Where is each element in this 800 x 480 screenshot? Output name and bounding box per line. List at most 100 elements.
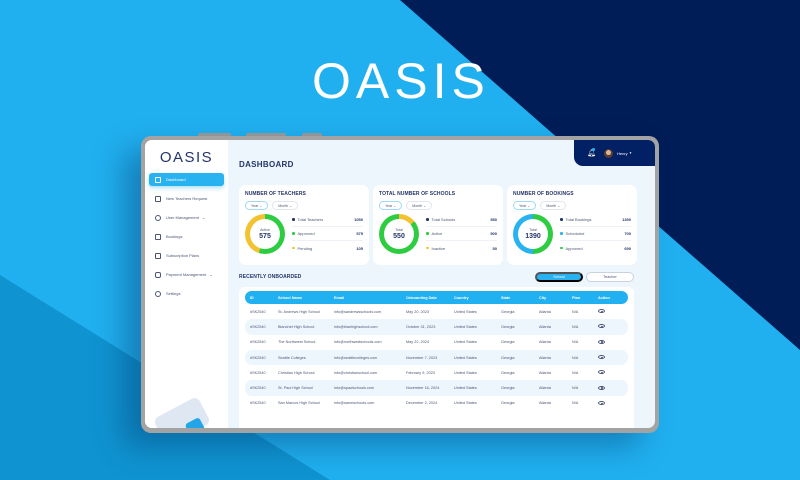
filter-year[interactable]: Year ⌄ — [513, 201, 537, 211]
cell-city: Atlanta — [539, 370, 551, 375]
table-row[interactable]: #SK2540 St. Paul High School info@spauls… — [245, 380, 628, 396]
clipboard-icon — [155, 195, 161, 202]
device-button — [302, 133, 322, 138]
filter-month[interactable]: Month ⌄ — [406, 201, 433, 211]
column-header[interactable]: ID — [250, 295, 254, 300]
brand-title: OASIS — [312, 53, 490, 109]
wallet-icon — [155, 271, 161, 278]
page-title: DASHBOARD — [239, 160, 294, 169]
legend-dot — [426, 218, 429, 221]
column-header[interactable]: City — [539, 295, 547, 300]
table-row[interactable]: #SK2540 San Marcos High School info@sanm… — [245, 396, 628, 411]
bell-icon[interactable]: 🔔︎ — [587, 147, 596, 157]
table-row[interactable]: #SK2540 Blanchet High School info@blanhi… — [245, 319, 628, 335]
eye-icon[interactable] — [598, 370, 605, 375]
cell-id: #SK2540 — [250, 324, 266, 329]
cell-email: info@christianschool.com — [334, 370, 378, 375]
filter-year[interactable]: Year ⌄ — [379, 201, 403, 211]
cell-id: #SK2540 — [250, 309, 266, 314]
sidebar: OASIS Dashboard New Teachers Request Use… — [145, 140, 228, 428]
card-title: TOTAL NUMBER OF SCHOOLS — [379, 191, 456, 197]
cell-plan: N/A — [572, 355, 579, 360]
legend-label: Inactive — [431, 245, 446, 251]
cell-state: Georgia — [501, 324, 515, 329]
cell-city: Atlanta — [539, 340, 551, 345]
column-header[interactable]: Plan — [572, 295, 581, 300]
legend-dot — [426, 246, 429, 250]
legend-value: 690 — [624, 245, 631, 251]
filter-label: Year — [251, 203, 259, 208]
column-header[interactable]: School Name — [278, 295, 303, 300]
column-header[interactable]: Country — [454, 295, 469, 300]
cell-school-name: St. Paul High School — [278, 386, 313, 391]
cell-date: December 2, 2024 — [406, 401, 438, 406]
sidebar-item-bookings[interactable]: Bookings — [149, 230, 224, 243]
cell-id: #SK2540 — [250, 355, 266, 360]
column-header[interactable]: Onboarding Date — [406, 295, 437, 300]
column-header[interactable]: Email — [334, 295, 345, 300]
eye-icon[interactable] — [598, 385, 605, 390]
eye-icon[interactable] — [598, 400, 605, 405]
sidebar-item-new-teachers-request[interactable]: New Teachers Request — [149, 192, 224, 205]
table-row[interactable]: #SK2540 The Northwest School info@northw… — [245, 335, 628, 350]
filter-month[interactable]: Month ⌄ — [540, 201, 567, 211]
column-header[interactable]: State — [501, 295, 511, 300]
donut-value: 575 — [259, 233, 271, 241]
device-button — [246, 133, 286, 138]
cell-plan: N/A — [572, 340, 579, 345]
recently-onboarded-title: RECENTLY ONBOARDED — [239, 274, 302, 280]
schools-donut-chart: Total 550 — [379, 214, 419, 255]
table-row[interactable]: #SK2540 Christian High School info@chris… — [245, 365, 628, 380]
sidebar-item-dashboard[interactable]: Dashboard — [149, 173, 224, 186]
user-name[interactable]: Henry — [617, 150, 628, 156]
avatar[interactable] — [604, 148, 613, 158]
cell-country: United States — [454, 340, 477, 345]
sidebar-item-payment-management[interactable]: Payment Management ⌄ — [149, 268, 224, 281]
bookings-donut-chart: Total 1390 — [513, 214, 553, 255]
legend-dot — [560, 232, 563, 235]
eye-icon[interactable] — [598, 355, 605, 360]
chevron-down-icon: ⌄ — [209, 272, 213, 277]
sidebar-item-user-management[interactable]: User Management ⌄ — [149, 211, 224, 224]
app-screen: OASIS Dashboard New Teachers Request Use… — [145, 140, 655, 428]
sidebar-item-settings[interactable]: Settings — [149, 287, 224, 300]
cell-plan: N/A — [572, 401, 579, 406]
school-toggle-button[interactable]: School — [535, 272, 583, 282]
teacher-toggle-button[interactable]: Teacher — [586, 272, 634, 282]
filter-year[interactable]: Year ⌄ — [245, 201, 269, 211]
cell-country: United States — [454, 355, 477, 360]
cell-country: United States — [454, 401, 477, 406]
cell-school-name: Christian High School — [278, 370, 315, 375]
legend-dot — [560, 218, 563, 221]
cell-school-name: St. Andrews High School — [278, 309, 320, 314]
sidebar-item-label: Bookings — [166, 234, 183, 239]
cell-school-name: The Northwest School — [278, 340, 316, 345]
main-content: 🔔︎ Henry ▾ DASHBOARD NUMBER OF TEACHERS … — [228, 140, 655, 428]
cell-state: Georgia — [501, 370, 515, 375]
chart-legend: Total Schools 550 Active 500 Inactive 50 — [426, 213, 497, 255]
sidebar-item-label: User Management — [166, 215, 199, 220]
legend-label: Total Teachers — [297, 217, 324, 223]
sidebar-item-subscription-plans[interactable]: Subscription Plans — [149, 249, 224, 262]
legend-label: Approved — [565, 245, 583, 251]
eye-icon[interactable] — [598, 309, 605, 314]
eye-icon[interactable] — [598, 339, 605, 344]
table-row[interactable]: #SK2540 Seattle Colleges info@seattlecol… — [245, 349, 628, 366]
cell-plan: N/A — [572, 324, 579, 329]
eye-icon[interactable] — [598, 324, 605, 329]
cell-state: Georgia — [501, 401, 515, 406]
cell-school-name: Seattle Colleges — [278, 355, 306, 360]
filter-month[interactable]: Month ⌄ — [272, 201, 299, 211]
legend-dot — [560, 246, 563, 250]
sidebar-nav: Dashboard New Teachers Request User Mana… — [145, 173, 228, 300]
sidebar-item-label: Dashboard — [166, 177, 186, 182]
notification-dot — [592, 147, 595, 151]
legend-value: 1390 — [622, 217, 631, 223]
cell-country: United States — [454, 386, 477, 391]
chevron-down-icon[interactable]: ▾ — [629, 151, 632, 155]
teachers-donut-chart: Active 575 — [245, 214, 285, 255]
table-row[interactable]: #SK2540 St. Andrews High School info@san… — [245, 304, 628, 319]
cell-city: Atlanta — [539, 324, 551, 329]
top-bar: 🔔︎ Henry ▾ — [574, 140, 655, 166]
sidebar-item-label: Payment Management — [166, 272, 207, 277]
